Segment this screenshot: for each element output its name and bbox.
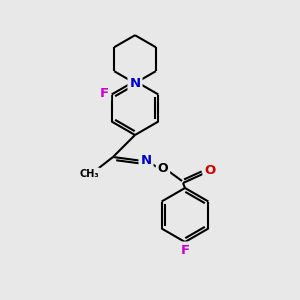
- Text: N: N: [140, 154, 152, 166]
- Text: O: O: [158, 163, 168, 176]
- Text: F: F: [180, 244, 190, 256]
- Text: N: N: [129, 77, 141, 90]
- Text: O: O: [204, 164, 216, 178]
- Text: CH₃: CH₃: [79, 169, 99, 179]
- Text: F: F: [100, 87, 109, 100]
